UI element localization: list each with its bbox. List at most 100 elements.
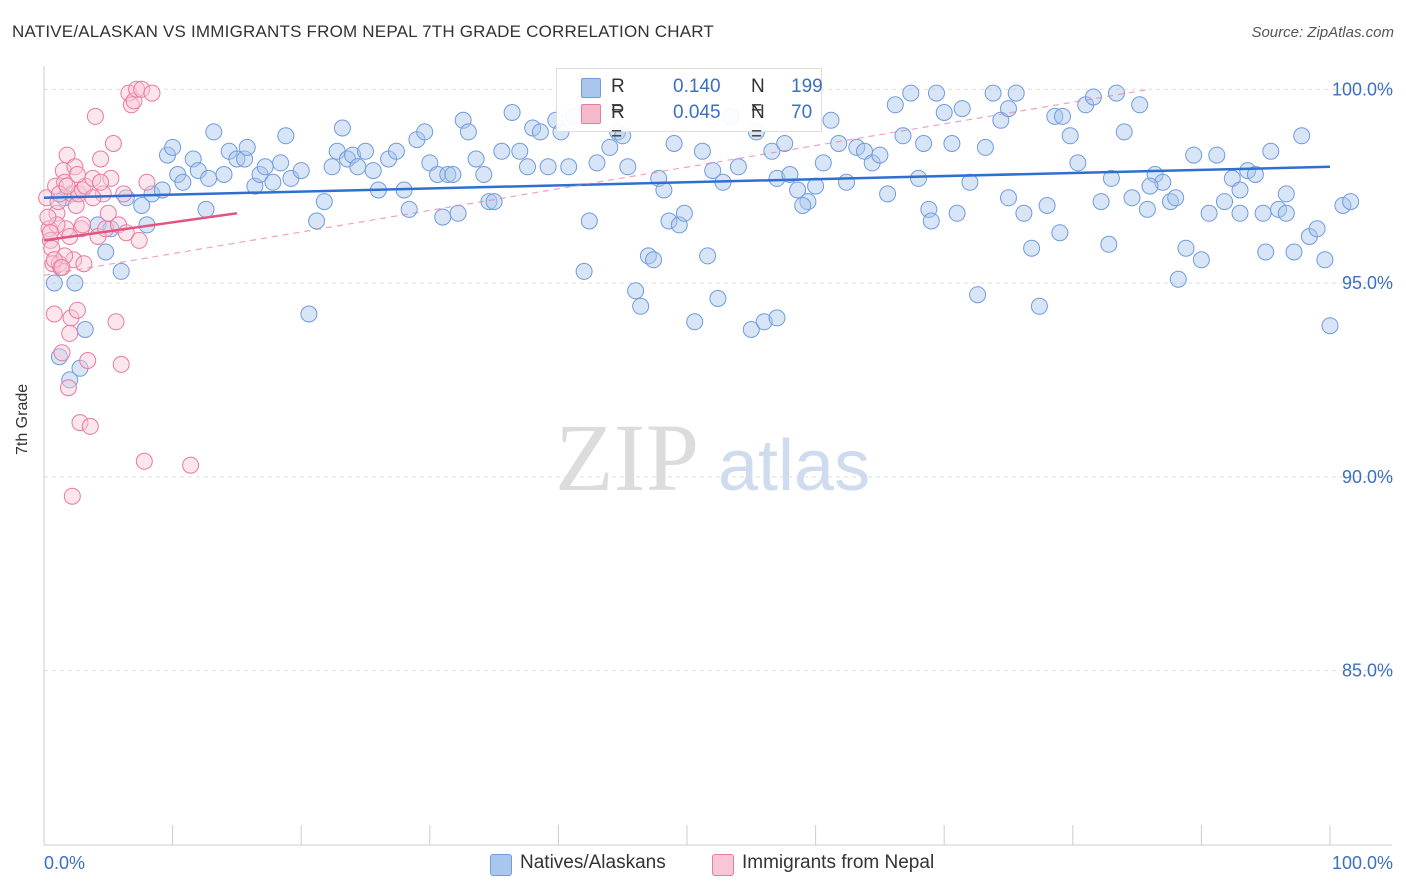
data-point-natives <box>205 123 223 141</box>
y-tick-label: 95.0% <box>1342 273 1393 293</box>
watermark-zip: ZIP <box>555 404 699 511</box>
data-point-nepal <box>99 204 117 222</box>
data-point-natives <box>1100 235 1118 253</box>
data-point-natives <box>1277 204 1295 222</box>
data-point-natives <box>830 135 848 152</box>
legend-r-value: 0.140 <box>673 76 721 97</box>
legend-r-label: R = <box>611 76 625 119</box>
data-point-nepal <box>68 301 86 319</box>
data-point-natives <box>822 111 840 129</box>
data-point-natives <box>910 169 927 187</box>
data-point-natives <box>1123 189 1141 207</box>
data-point-natives <box>1231 204 1249 222</box>
data-point-natives <box>493 142 511 160</box>
data-point-natives <box>943 135 961 152</box>
data-point-natives <box>1177 239 1195 257</box>
data-point-natives <box>333 119 351 137</box>
data-point-natives <box>948 204 966 222</box>
data-point-natives <box>665 135 683 152</box>
data-point-natives <box>984 84 1002 102</box>
data-point-natives <box>601 138 619 156</box>
data-point-natives <box>699 247 717 265</box>
data-point-natives <box>272 154 290 172</box>
data-point-natives <box>575 262 593 280</box>
data-point-natives <box>1102 169 1120 187</box>
bottom-legend-label: Natives/Alaskans <box>520 852 666 873</box>
data-point-natives <box>467 150 485 168</box>
data-point-natives <box>97 243 115 261</box>
data-point-natives <box>475 166 493 183</box>
data-point-nepal <box>58 146 76 164</box>
y-tick-label: 85.0% <box>1342 661 1393 681</box>
data-point-natives <box>886 96 904 114</box>
data-point-natives <box>1131 96 1149 114</box>
data-point-natives <box>1169 270 1187 288</box>
data-point-natives <box>1192 251 1210 269</box>
data-point-natives <box>1285 243 1303 261</box>
legend-r-value: 0.045 <box>673 102 721 123</box>
data-point-natives <box>1270 200 1288 218</box>
data-point-natives <box>1216 193 1233 211</box>
data-point-natives <box>1262 142 1280 160</box>
data-point-natives <box>686 313 704 331</box>
data-point-natives <box>1308 220 1326 238</box>
data-point-natives <box>794 197 812 214</box>
data-point-natives <box>76 321 94 338</box>
data-point-natives <box>848 138 866 156</box>
data-point-nepal <box>112 355 130 373</box>
data-point-nepal <box>115 185 133 203</box>
data-point-natives <box>704 162 722 180</box>
data-point-natives <box>922 212 940 230</box>
data-point-natives <box>1246 166 1264 183</box>
data-point-natives <box>894 127 912 145</box>
data-point-natives <box>459 123 477 141</box>
tick-labels: 85.0% 90.0% 95.0% 100.0% 0.0% 100.0% <box>44 79 1393 873</box>
data-point-nepal <box>74 216 92 234</box>
data-point-natives <box>768 309 786 327</box>
data-point-natives <box>45 274 63 292</box>
data-point-natives <box>1000 189 1017 207</box>
data-point-natives <box>524 119 542 137</box>
y-tick-label: 100.0% <box>1332 79 1393 99</box>
data-point-natives <box>531 123 549 141</box>
data-point-natives <box>1115 123 1133 141</box>
data-point-natives <box>871 146 889 164</box>
legend-swatch-nepal <box>581 104 601 124</box>
data-point-natives <box>349 158 367 176</box>
data-point-nepal <box>39 208 57 226</box>
trend-line-nepal <box>43 212 238 242</box>
data-point-natives <box>238 138 256 156</box>
data-point-natives <box>1293 127 1311 145</box>
bottom-legend-label: Immigrants from Nepal <box>742 852 935 873</box>
series-nepal-points <box>38 80 200 505</box>
data-point-nepal <box>92 150 110 168</box>
data-point-natives <box>1239 162 1257 180</box>
data-point-natives <box>1316 251 1334 269</box>
data-point-natives <box>264 173 282 191</box>
data-point-natives <box>292 162 310 180</box>
data-point-natives <box>838 173 855 191</box>
data-point-natives <box>66 274 84 292</box>
data-point-natives <box>1092 193 1110 211</box>
data-point-natives <box>645 251 663 269</box>
data-point-natives <box>1084 88 1102 106</box>
data-point-nepal <box>81 417 99 435</box>
legend-n-value: 70 <box>791 102 813 123</box>
data-point-nepal <box>104 135 122 152</box>
data-point-natives <box>485 193 503 211</box>
data-point-natives <box>879 185 897 203</box>
data-point-natives <box>969 286 987 304</box>
data-point-natives <box>768 169 786 187</box>
data-point-natives <box>1141 177 1159 195</box>
data-point-nepal <box>182 456 200 474</box>
data-point-natives <box>308 212 326 230</box>
data-point-natives <box>588 154 606 172</box>
data-point-natives <box>776 135 794 152</box>
data-point-natives <box>1257 243 1275 261</box>
data-point-nepal <box>79 352 97 369</box>
data-point-natives <box>1208 146 1226 164</box>
series-natives-points <box>45 84 1360 389</box>
data-point-natives <box>632 297 650 315</box>
data-point-natives <box>1069 154 1087 172</box>
